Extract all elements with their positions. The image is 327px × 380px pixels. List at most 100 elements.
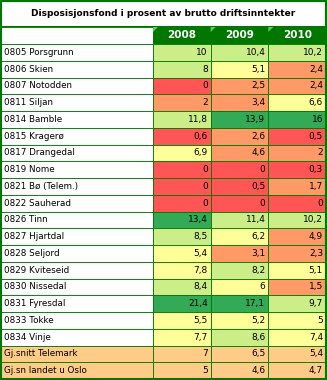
Text: 7,4: 7,4: [309, 332, 323, 342]
Text: 0815 Kragerø: 0815 Kragerø: [4, 131, 64, 141]
Bar: [1, 245, 153, 262]
Text: 2: 2: [318, 148, 323, 157]
Text: 13,9: 13,9: [245, 115, 265, 124]
Text: 4,9: 4,9: [309, 232, 323, 241]
Bar: [268, 345, 326, 362]
Bar: [211, 195, 268, 212]
Text: 0817 Drangedal: 0817 Drangedal: [4, 148, 75, 157]
Text: 1,5: 1,5: [309, 282, 323, 291]
Bar: [268, 362, 326, 379]
Text: 0: 0: [317, 199, 323, 207]
Text: 5,4: 5,4: [309, 349, 323, 358]
Text: 0814 Bamble: 0814 Bamble: [4, 115, 62, 124]
Bar: [153, 94, 211, 111]
Bar: [1, 94, 153, 111]
Text: 2,6: 2,6: [251, 131, 265, 141]
Text: 5,2: 5,2: [251, 316, 265, 325]
Bar: [153, 144, 211, 161]
Text: 9,7: 9,7: [309, 299, 323, 308]
Bar: [153, 195, 211, 212]
Text: 0: 0: [202, 81, 208, 90]
Text: 6,6: 6,6: [309, 98, 323, 107]
Bar: [1, 295, 153, 312]
Text: 5,1: 5,1: [309, 266, 323, 275]
Text: 7: 7: [202, 349, 208, 358]
Text: 16: 16: [312, 115, 323, 124]
Bar: [153, 212, 211, 228]
Bar: [153, 178, 211, 195]
Bar: [1, 262, 153, 279]
Text: 8,5: 8,5: [193, 232, 208, 241]
Bar: [211, 111, 268, 128]
Bar: [153, 295, 211, 312]
Text: Disposisjonsfond i prosent av brutto driftsinntekter: Disposisjonsfond i prosent av brutto dri…: [31, 10, 296, 19]
Bar: [1, 128, 153, 144]
Text: 17,1: 17,1: [245, 299, 265, 308]
Text: 2010: 2010: [283, 30, 312, 41]
Bar: [268, 295, 326, 312]
Text: 0,6: 0,6: [193, 131, 208, 141]
Text: 0811 Siljan: 0811 Siljan: [4, 98, 53, 107]
Bar: [1, 362, 153, 379]
Text: 0: 0: [202, 199, 208, 207]
Bar: [1, 111, 153, 128]
Text: 0: 0: [202, 165, 208, 174]
Text: 3,1: 3,1: [251, 249, 265, 258]
Text: 0828 Seljord: 0828 Seljord: [4, 249, 60, 258]
Bar: [211, 329, 268, 345]
Bar: [153, 161, 211, 178]
Bar: [211, 312, 268, 329]
Bar: [153, 279, 211, 295]
Text: 0822 Sauherad: 0822 Sauherad: [4, 199, 71, 207]
Text: 0829 Kviteseid: 0829 Kviteseid: [4, 266, 69, 275]
Text: 5,4: 5,4: [194, 249, 208, 258]
Text: 1,7: 1,7: [309, 182, 323, 191]
Bar: [211, 362, 268, 379]
Bar: [211, 144, 268, 161]
Text: 0,5: 0,5: [309, 131, 323, 141]
Bar: [268, 94, 326, 111]
Text: 0: 0: [202, 182, 208, 191]
Text: 0806 Skien: 0806 Skien: [4, 65, 53, 74]
Bar: [268, 329, 326, 345]
Bar: [268, 111, 326, 128]
Bar: [1, 144, 153, 161]
Text: 4,7: 4,7: [309, 366, 323, 375]
Bar: [1, 178, 153, 195]
Bar: [1, 312, 153, 329]
Text: 7,7: 7,7: [193, 332, 208, 342]
Text: 2,3: 2,3: [309, 249, 323, 258]
Bar: [153, 61, 211, 78]
Bar: [153, 128, 211, 144]
Text: 8,2: 8,2: [251, 266, 265, 275]
Text: 0819 Nome: 0819 Nome: [4, 165, 55, 174]
Text: 10,4: 10,4: [246, 48, 265, 57]
Bar: [211, 27, 268, 44]
Text: 6: 6: [260, 282, 265, 291]
Text: 8: 8: [202, 65, 208, 74]
Bar: [1, 1, 326, 27]
Text: 4,6: 4,6: [251, 366, 265, 375]
Bar: [211, 128, 268, 144]
Bar: [211, 61, 268, 78]
Text: 5,5: 5,5: [193, 316, 208, 325]
Bar: [153, 362, 211, 379]
Bar: [211, 228, 268, 245]
Bar: [211, 212, 268, 228]
Bar: [1, 195, 153, 212]
Text: 0807 Notodden: 0807 Notodden: [4, 81, 72, 90]
Bar: [1, 27, 153, 44]
Polygon shape: [268, 27, 273, 32]
Text: 0: 0: [260, 199, 265, 207]
Text: Gj.snitt Telemark: Gj.snitt Telemark: [4, 349, 77, 358]
Text: 2,4: 2,4: [309, 81, 323, 90]
Bar: [268, 262, 326, 279]
Polygon shape: [153, 27, 158, 32]
Bar: [1, 78, 153, 94]
Text: 4,6: 4,6: [251, 148, 265, 157]
Text: 0821 Bø (Telem.): 0821 Bø (Telem.): [4, 182, 78, 191]
Bar: [211, 245, 268, 262]
Text: 8,6: 8,6: [251, 332, 265, 342]
Bar: [1, 161, 153, 178]
Text: Gj.sn landet u Oslo: Gj.sn landet u Oslo: [4, 366, 87, 375]
